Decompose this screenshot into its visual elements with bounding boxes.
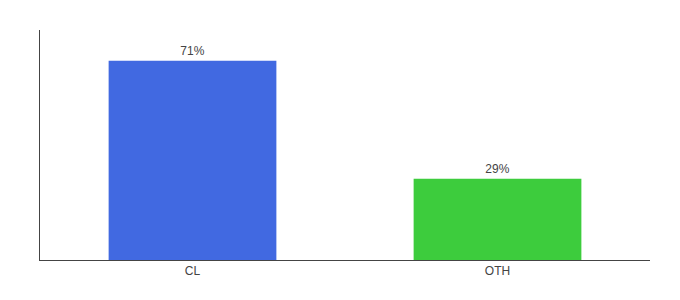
svg-text:OTH: OTH — [485, 264, 510, 278]
svg-text:CL: CL — [185, 264, 201, 278]
svg-text:29%: 29% — [485, 162, 509, 176]
svg-text:71%: 71% — [180, 44, 204, 58]
